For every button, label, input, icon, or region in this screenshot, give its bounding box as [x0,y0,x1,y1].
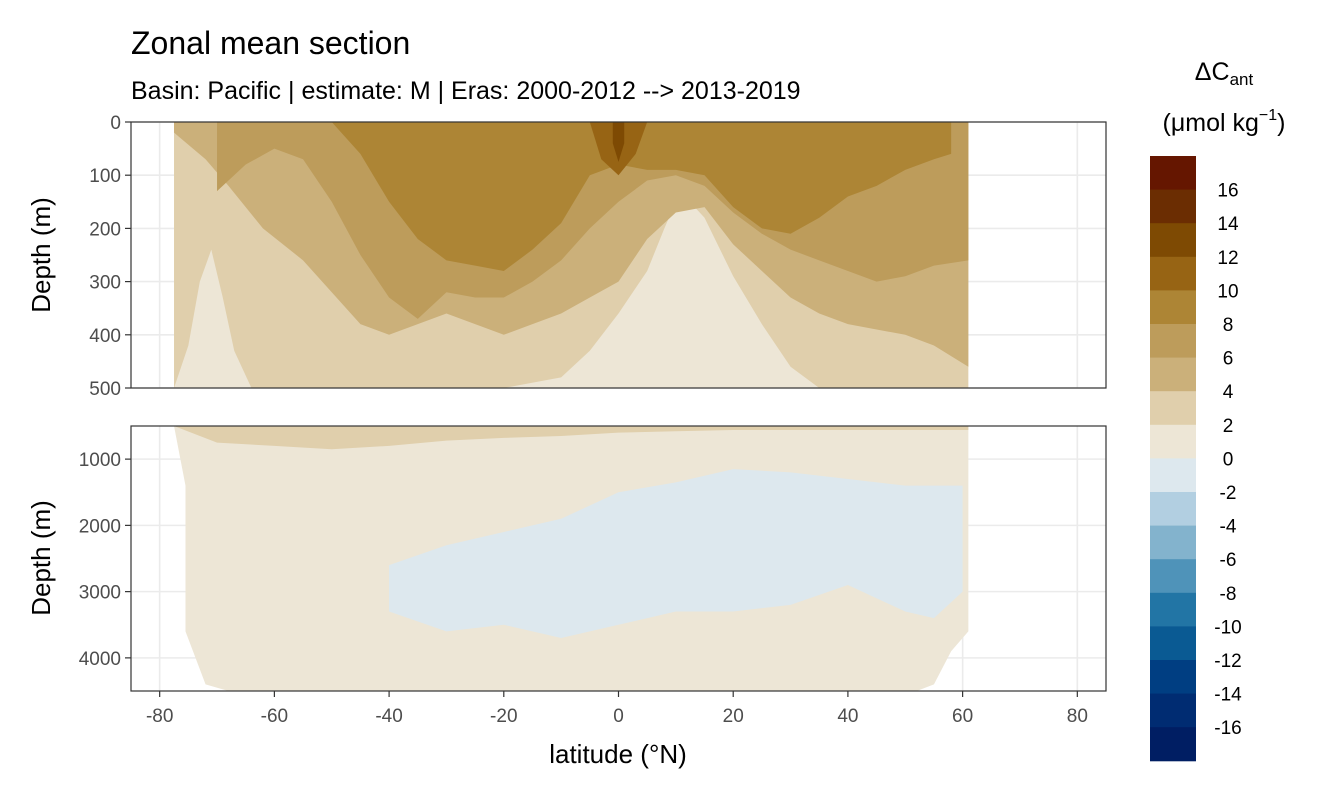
contour-band [174,426,969,450]
x-tick-label: 20 [723,706,744,727]
legend-swatch [1150,391,1196,426]
x-tick-label: 0 [613,706,624,727]
x-tick-label: 40 [837,706,858,727]
legend-swatch [1150,626,1196,661]
lower-panel-contours [174,426,969,691]
y-tick-label: 300 [89,273,121,294]
legend-label: 10 [1217,281,1238,302]
legend-label: 2 [1223,416,1234,437]
legend-swatch [1150,223,1196,258]
legend-swatch [1150,189,1196,224]
y-tick-label: 400 [89,326,121,347]
legend-label: -10 [1214,617,1241,638]
legend-swatch [1150,156,1196,191]
legend-swatch [1150,727,1196,762]
upper-panel: 0 100 200 300 400 500 Depth (m) [26,113,1107,400]
legend-swatch [1150,693,1196,728]
x-axis-label: latitude (°N) [549,739,687,769]
legend-swatch [1150,290,1196,325]
legend-label: -6 [1220,550,1237,571]
contour-band [331,122,952,271]
legend-label: 16 [1217,181,1238,202]
upper-panel-contours [174,122,969,388]
x-tick-label: 80 [1067,706,1088,727]
legend-swatch [1150,559,1196,594]
lower-y-axis-label: Depth (m) [26,500,56,616]
legend-label: -4 [1220,517,1237,538]
legend-label: -2 [1220,483,1237,504]
contour-band [174,249,252,388]
y-tick-label: 500 [89,379,121,400]
legend-swatch [1150,492,1196,527]
legend-title: ΔCant [1195,58,1254,89]
contour-band [612,122,625,162]
legend-swatch [1150,660,1196,695]
legend-swatch [1150,592,1196,627]
legend-label: 8 [1223,315,1234,336]
legend-label: -8 [1220,584,1237,605]
legend-label: 12 [1217,248,1238,269]
legend-label: 0 [1223,449,1234,470]
legend-label: 14 [1217,214,1239,235]
y-tick-label: 2000 [79,516,121,537]
y-tick-label: 200 [89,219,121,240]
x-tick-label: -80 [146,706,173,727]
legend-label: -16 [1214,718,1241,739]
chart-title: Zonal mean section [131,25,410,61]
contour-band [389,469,963,638]
legend-swatch [1150,525,1196,560]
x-tick-label: -20 [490,706,517,727]
x-tick-label: 60 [952,706,973,727]
legend-labels: 16 14 12 10 8 6 4 2 0 -2 -4 -6 -8 -10 -12 -14 -16 [1214,181,1242,740]
y-tick-label: 3000 [79,583,121,604]
lower-panel: 1000 2000 3000 4000 Depth (m) [26,425,1107,692]
x-tick-label: -60 [261,706,288,727]
upper-panel-y-ticks: 0 100 200 300 400 500 [89,113,131,400]
x-tick-label: -40 [375,706,402,727]
chart-subtitle: Basin: Pacific | estimate: M | Eras: 200… [131,77,801,105]
lower-panel-y-ticks: 1000 2000 3000 4000 [79,450,131,670]
legend-label: 6 [1223,349,1234,370]
y-tick-label: 100 [89,166,121,187]
legend-swatch [1150,324,1196,359]
legend-swatch [1150,256,1196,291]
legend-colorbar [1150,156,1196,762]
legend-label: -12 [1214,651,1241,672]
upper-y-axis-label: Depth (m) [26,197,56,313]
legend-swatch [1150,357,1196,392]
legend-label: -14 [1214,685,1242,706]
y-tick-label: 1000 [79,450,121,471]
x-axis-ticks: -80 -60 -40 -20 0 20 40 60 80 [146,691,1088,727]
legend-swatch [1150,424,1196,459]
y-tick-label: 0 [110,113,121,134]
y-tick-label: 4000 [79,649,121,670]
legend-unit: (μmol kg−1) [1163,107,1286,137]
legend-label: 4 [1223,382,1234,403]
legend-swatch [1150,458,1196,493]
contour-band [503,199,877,388]
color-legend: ΔCant (μmol kg−1) 16 14 12 10 8 6 4 2 0 -2 -4 -6 -8 -… [1150,58,1286,762]
upper-panel-border [130,121,1107,389]
